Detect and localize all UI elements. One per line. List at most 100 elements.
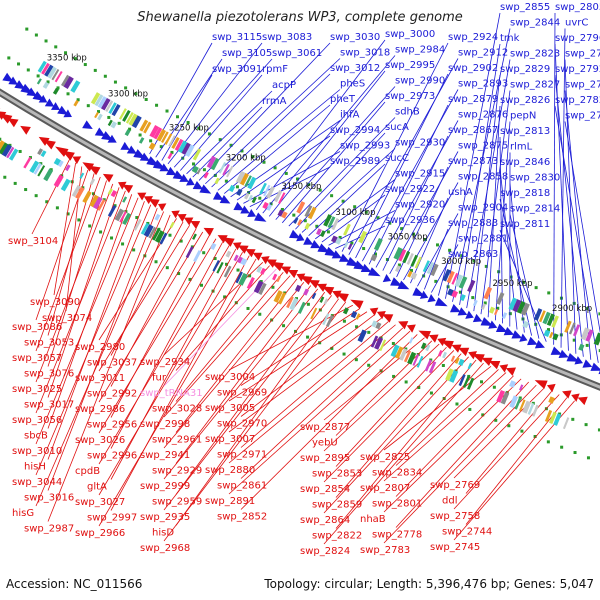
genome-title: Shewanella piezotolerans WP3, complete g… [137, 10, 463, 25]
gene-label-bottom: gltA [87, 482, 107, 493]
gene-label-bottom: swp_2877 [300, 422, 350, 433]
gene-label-bottom: swp_3076 [24, 369, 74, 380]
gene-label-top: swp_2829 [500, 64, 550, 75]
gene-label-bottom: swp_2971 [217, 450, 267, 461]
gene-label-bottom: swp_2778 [372, 530, 422, 541]
gene-label-top: swp_2811 [500, 219, 550, 230]
gene-label-bottom: swp_2783 [360, 545, 410, 556]
gene-label-top: sucC [385, 153, 409, 164]
gene-label-bottom: swp_2969 [217, 388, 267, 399]
gene-label-bottom: swp_2758 [430, 511, 480, 522]
gene-label-bottom: swp_2769 [430, 480, 480, 491]
gene-label-top: swp_2827 [510, 80, 560, 91]
gene-label-bottom: swp_2961 [152, 435, 202, 446]
genome-summary-text: Topology: circular; Length: 5,396,476 bp… [264, 577, 594, 591]
gene-label-top: swp_2879 [448, 94, 498, 105]
gene-label-top: swp_2844 [510, 18, 560, 29]
gene-label-top: tmk [500, 33, 520, 44]
gene-label-top: uvrC [565, 18, 588, 29]
gene-label-bottom: swp_3004 [205, 372, 255, 383]
cog-gene-blocks [0, 60, 600, 430]
gene-label-top: swp_2893 [458, 79, 508, 90]
gene-label-top: swp_2915 [395, 169, 445, 180]
gene-label-bottom: swp_2807 [360, 483, 410, 494]
kbp-marker: 3200 kbp [226, 154, 266, 164]
gene-arrows [0, 72, 600, 406]
gene-label-top: swp_2792 [555, 64, 600, 75]
gene-label-top: swp_3012 [330, 63, 380, 74]
gene-label-top: pheT [330, 94, 356, 105]
gene-label-top: swp_2902 [448, 63, 498, 74]
gene-label-top: swp_2785 [565, 80, 600, 91]
gene-label-bottom: sbcB [24, 431, 48, 442]
gene-label-top: swp_2994 [330, 125, 380, 136]
gene-label-bottom: swp_2824 [300, 546, 350, 557]
gene-label-top: swp_2813 [500, 126, 550, 137]
gene-label-top: swp_2776 [565, 111, 600, 122]
gene-label-top: swp_2922 [385, 184, 435, 195]
gene-label-bottom: swp_3010 [12, 446, 62, 457]
gene-label-bottom: swp_2934 [140, 357, 190, 368]
gene-label-bottom: swp_3027 [75, 497, 125, 508]
gene-label-bottom: swp_2970 [217, 419, 267, 430]
gene-label-top: rpmF [262, 64, 288, 75]
kbp-marker: 3300 kbp [108, 90, 148, 100]
gene-label-top: acpP [272, 80, 296, 91]
genome-backbone [0, 88, 600, 391]
gene-label-top: swp_2995 [385, 60, 435, 71]
gene-label-bottom: swp_2959 [152, 497, 202, 508]
gene-label-bottom: swp_3026 [75, 435, 125, 446]
gene-label-top: swp_2990 [395, 76, 445, 87]
kbp-marker: 3250 kbp [169, 123, 209, 133]
gene-label-bottom: fur [152, 373, 167, 384]
gene-label-bottom: swp_2801 [372, 499, 422, 510]
kbp-marker: 2950 kbp [492, 279, 532, 289]
gene-label-top: ihfA [340, 110, 360, 121]
gene-label-bottom: ddl [442, 496, 457, 507]
gene-label-top: swp_2993 [340, 141, 390, 152]
gene-label-bottom: yebU [312, 438, 338, 449]
gene-label-bottom: swp_2941 [140, 450, 190, 461]
kbp-marker: 3100 kbp [335, 208, 375, 218]
gene-label-bottom: swp_2745 [430, 542, 480, 553]
gene-label-bottom: swp_2744 [442, 527, 492, 538]
gene-label-top: swp_2863 [448, 249, 498, 260]
gene-label-top: swp_2984 [395, 45, 445, 56]
gene-label-top: swp_2782 [555, 95, 600, 106]
gene-label-top: swp_2936 [385, 215, 435, 226]
gene-label-top: swp_2855 [500, 2, 550, 13]
gene-label-bottom: cpdB [75, 466, 100, 477]
gene-label-bottom: swp_3016 [24, 493, 74, 504]
gene-label-top: swp_2826 [500, 95, 550, 106]
gene-label-bottom: nhaB [360, 514, 386, 525]
kbp-marker: 3000 kbp [441, 257, 481, 267]
gene-label-bottom: swp_3007 [205, 434, 255, 445]
gene-label-top: swp_2881 [458, 234, 508, 245]
gene-label-top: swp_3083 [262, 32, 312, 43]
gene-label-top: pheS [340, 79, 365, 90]
gene-label-bottom: swp_2864 [300, 515, 350, 526]
gene-label-top: swp_2920 [395, 200, 445, 211]
gene-label-top: swp_3000 [385, 29, 435, 40]
gene-label-bottom: swp_3104 [8, 236, 58, 247]
gene-label-top: sucA [385, 122, 409, 133]
gene-label-bottom: swp_3090 [30, 297, 80, 308]
gene-label-bottom: hisH [24, 462, 46, 473]
gene-label-top: swp_2805 [555, 2, 600, 13]
gene-label-bottom: swp_3017 [24, 400, 74, 411]
gene-label-top: swp_2858 [458, 172, 508, 183]
gene-label-bottom: swp_2986 [75, 404, 125, 415]
gene-label-bottom: swp_2861 [217, 481, 267, 492]
gene-label-bottom: swp_2998 [140, 419, 190, 430]
gene-label-bottom: hisD [152, 528, 174, 539]
gene-label-bottom: swp_2854 [300, 484, 350, 495]
gene-label-bottom: swp_3028 [152, 404, 202, 415]
gene-labels: swp_3115 swp_3105 swp_3091 swp_3083 swp_3061… [8, 2, 600, 557]
kbp-marker: 3150 kbp [281, 182, 321, 192]
gene-label-bottom: swp_2822 [312, 531, 362, 542]
gene-label-bottom: hisG [12, 508, 34, 519]
gene-label-top: swp_2989 [330, 156, 380, 167]
gene-label-bottom: swp_2929 [152, 466, 202, 477]
gene-label-bottom: swp_2853 [312, 469, 362, 480]
